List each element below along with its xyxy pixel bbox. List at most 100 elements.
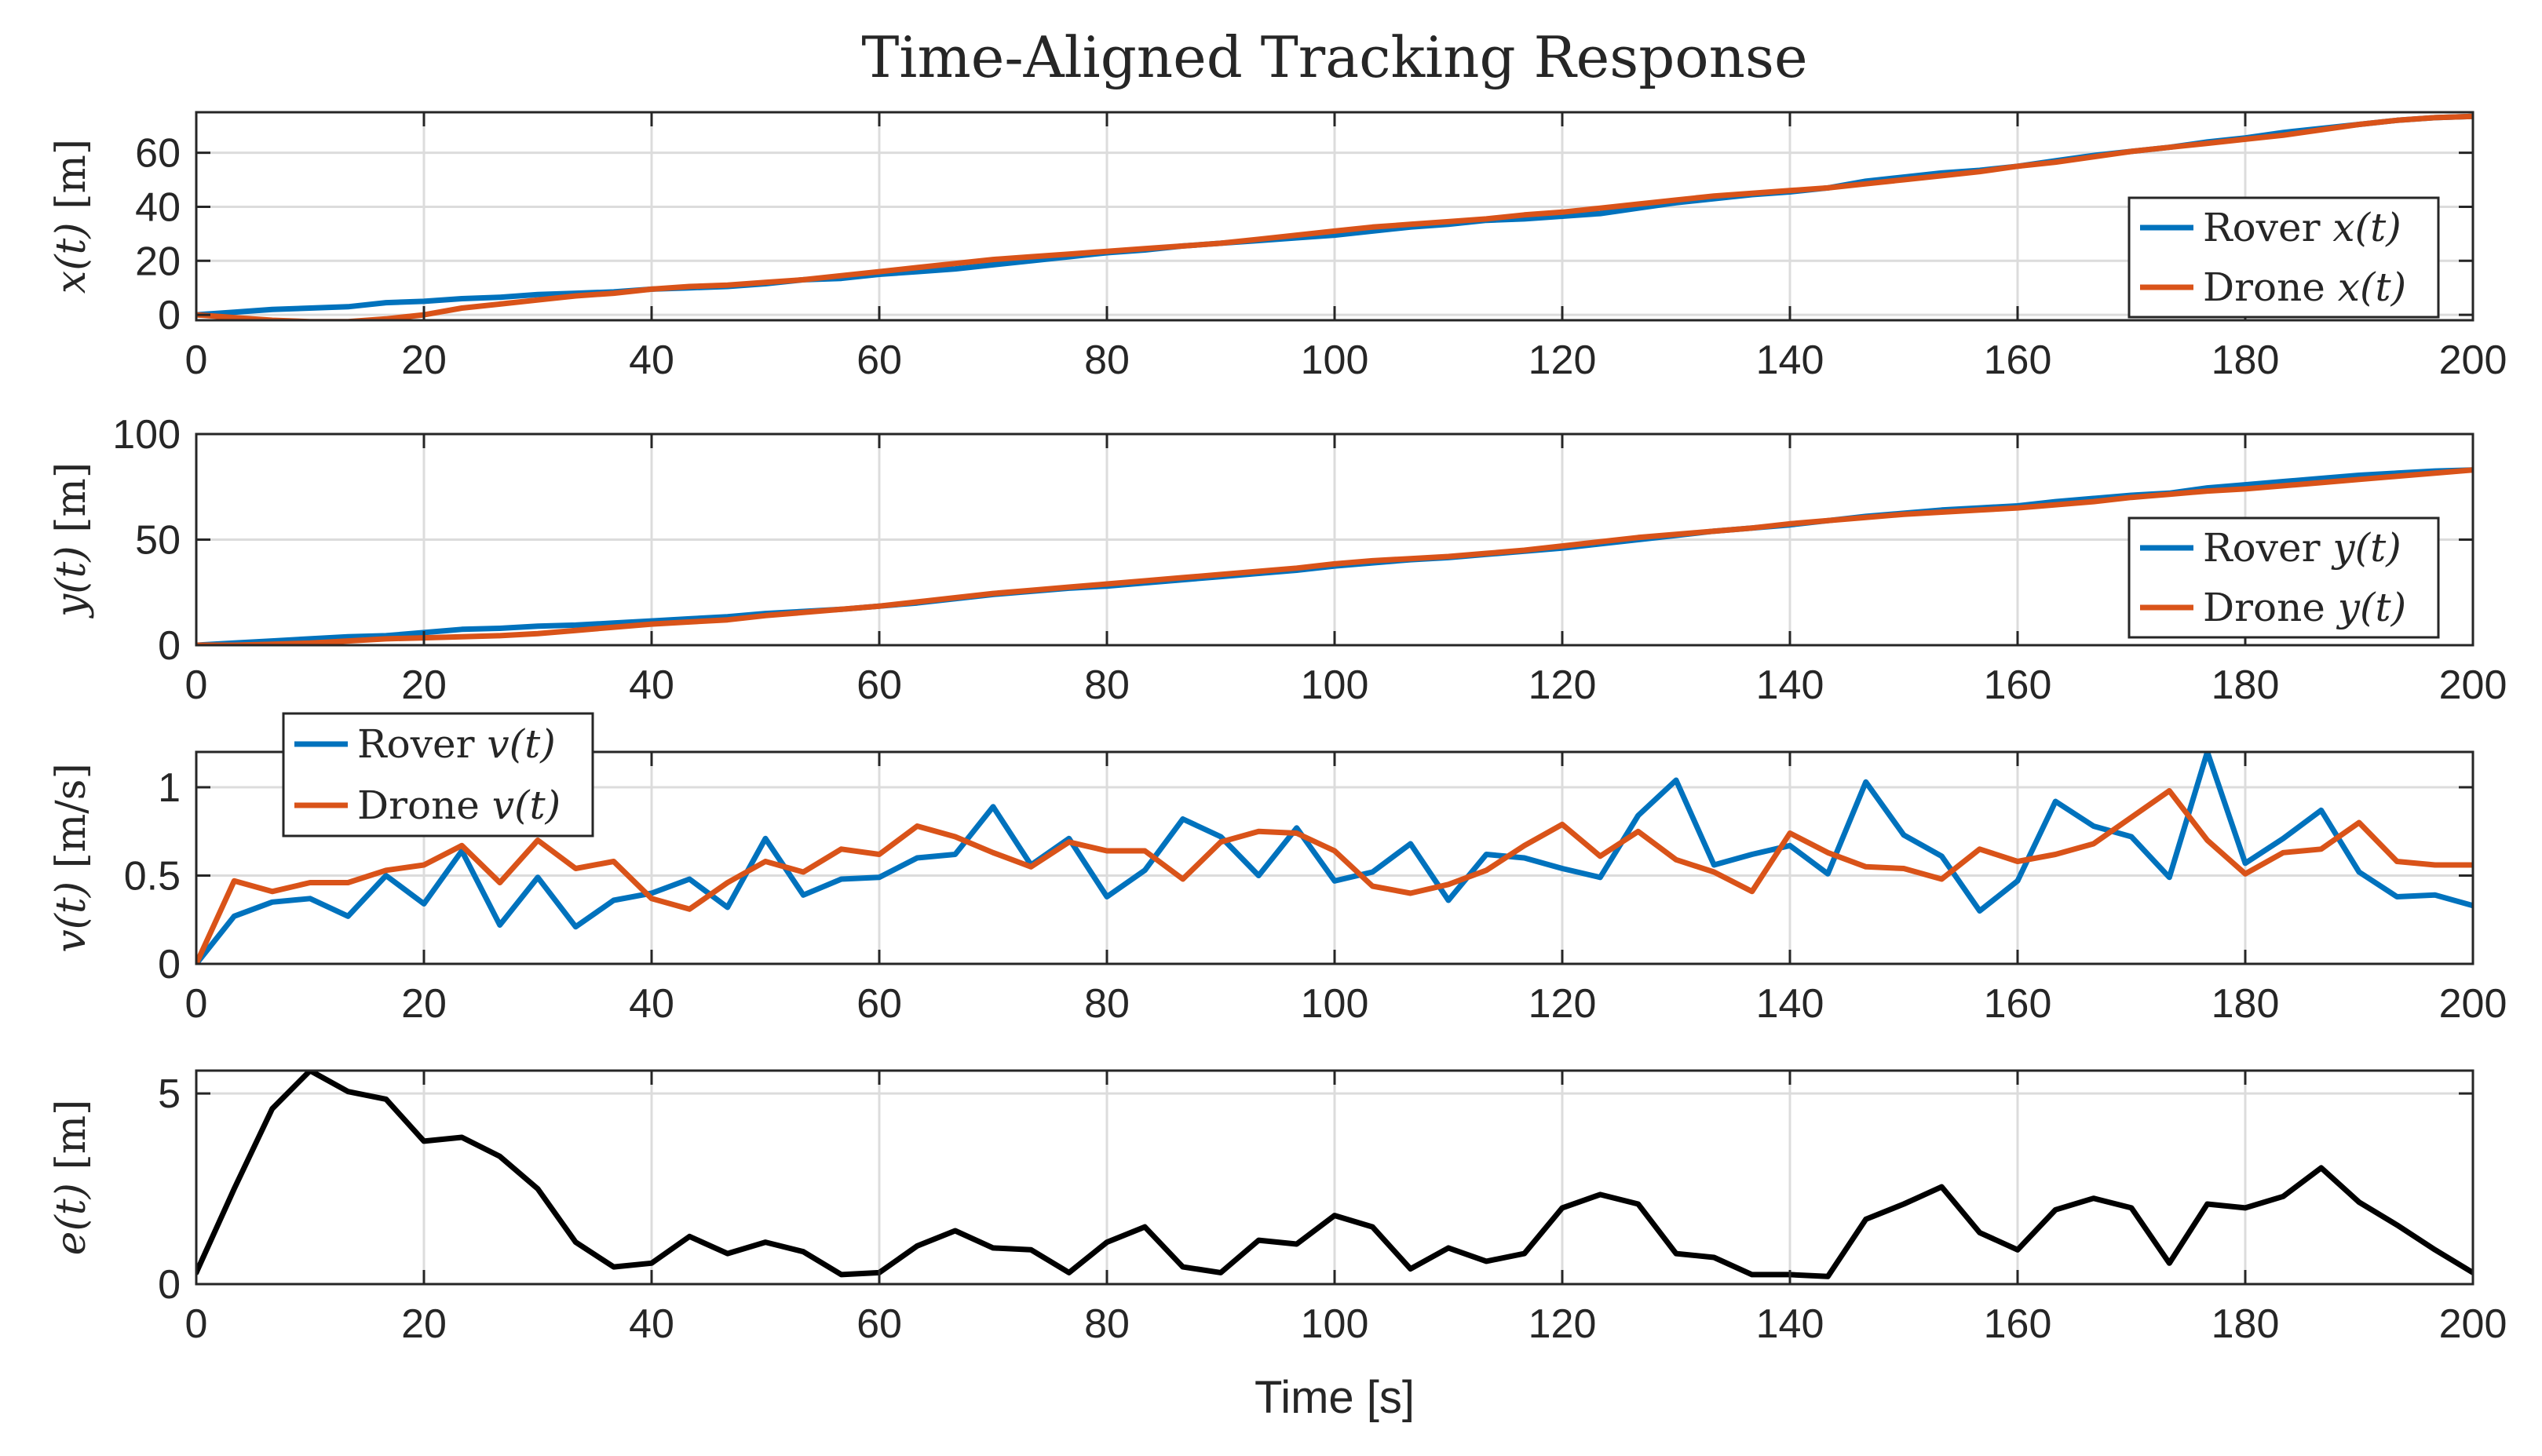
series-line-drone [196,467,2473,645]
y-tick-label: 0 [158,942,181,987]
x-tick-label: 200 [2439,338,2507,383]
x-tick-label: 180 [2211,981,2280,1027]
y-tick-label: 0 [158,623,181,669]
x-tick-label: 100 [1301,662,1369,708]
y-axis-label-variable: x(t) [48,222,95,294]
x-tick-label: 40 [629,662,674,708]
legend-label-name: Drone [2203,265,2338,310]
legend-label: Drone y(t) [2203,585,2406,630]
x-tick-label: 140 [1756,981,1824,1027]
y-tick-label: 40 [135,184,181,230]
series-line-drone [196,788,2473,964]
x-tick-label: 40 [629,1301,674,1347]
y-tick-label: 1 [158,765,181,811]
x-tick-label: 160 [1984,662,2052,708]
x-tick-label: 160 [1984,338,2052,383]
series-line-drone [196,113,2473,320]
legend-label-variable: x(t) [2338,265,2406,310]
y-tick-label: 5 [158,1071,181,1117]
y-axis-label-unit: [m] [48,462,95,546]
y-axis-label: x(t) [m] [48,139,95,294]
legend-label-name: Rover [357,721,487,767]
x-tick-label: 200 [2439,1301,2507,1347]
y-tick-label: 0 [158,293,181,338]
x-tick-label: 20 [401,662,447,708]
y-axis-label-unit: [m/s] [48,763,95,881]
x-tick-label: 20 [401,1301,447,1347]
legend-label-name: Drone [357,783,492,828]
figure-title: Time-Aligned Tracking Response [861,24,1807,90]
x-tick-label: 200 [2439,981,2507,1027]
y-axis-label-variable: e(t) [48,1183,95,1255]
legend-box [2127,516,2440,639]
legend-box [282,712,594,837]
x-tick-label: 100 [1301,338,1369,383]
subplot-1: 0 20 40 60 80 100 120 140 160 180 200 0 20 40 60 x(t) [… [48,111,2507,383]
x-tick-label: 100 [1301,1301,1369,1347]
x-tick-label: 100 [1301,981,1369,1027]
x-tick-label: 160 [1984,981,2052,1027]
y-tick-label: 0.5 [124,854,181,900]
x-tick-label: 60 [856,662,902,708]
y-axis-label-unit: [m] [48,139,95,222]
x-tick-label: 40 [629,338,674,383]
legend-label: Drone x(t) [2203,265,2406,310]
x-tick-label: 0 [185,1301,208,1347]
x-tick-label: 180 [2211,662,2280,708]
y-axis-label: y(t) [m] [48,462,95,619]
x-tick-label: 200 [2439,662,2507,708]
x-tick-label: 0 [185,338,208,383]
x-tick-label: 40 [629,981,674,1027]
y-axis-label: v(t) [m/s] [48,763,95,952]
x-tick-label: 120 [1528,981,1597,1027]
legend-label-variable: v(t) [487,721,555,767]
y-axis-label: e(t) [m] [48,1100,95,1256]
subplot-4: 0 20 40 60 80 100 120 140 160 180 200 0 5 e(t) [m] [48,1069,2507,1347]
legend: Rover x(t)Drone x(t) [2127,196,2440,319]
legend-label: Rover y(t) [2203,525,2401,571]
legend-label-variable: v(t) [492,783,561,828]
subplot-3: 0 20 40 60 80 100 120 140 160 180 200 0 0.5 1 v(t) [m/… [48,712,2507,1027]
legend-label-variable: y(t) [2336,585,2406,630]
x-tick-label: 140 [1756,338,1824,383]
x-tick-label: 140 [1756,1301,1824,1347]
x-tick-label: 0 [185,662,208,708]
x-axis-label: Time [s] [1255,1372,1415,1423]
x-tick-label: 60 [856,981,902,1027]
x-tick-label: 160 [1984,1301,2052,1347]
grid [196,434,2473,645]
x-tick-label: 180 [2211,338,2280,383]
x-tick-label: 20 [401,981,447,1027]
x-tick-label: 20 [401,338,447,383]
y-tick-label: 100 [112,412,181,458]
legend: Rover y(t) Drone y(t) [2127,516,2440,639]
legend-label-name: Drone [2203,585,2338,630]
x-tick-label: 60 [856,338,902,383]
y-tick-label: 50 [135,518,181,564]
x-tick-label: 80 [1084,662,1130,708]
x-tick-label: 120 [1528,1301,1597,1347]
x-tick-label: 180 [2211,1301,2280,1347]
legend: Rover v(t)Drone v(t) [282,712,594,837]
y-axis-label-variable: v(t) [48,881,95,953]
x-tick-label: 120 [1528,662,1597,708]
legend-box [2127,196,2440,319]
legend-label: Rover x(t) [2203,205,2401,250]
y-tick-label: 0 [158,1262,181,1308]
y-axis-label-unit: [m] [48,1100,95,1183]
x-tick-label: 0 [185,981,208,1027]
y-axis-label-variable: y(t) [48,546,95,619]
legend-label: Drone v(t) [357,783,561,828]
y-tick-label: 20 [135,239,181,284]
x-tick-label: 80 [1084,1301,1130,1347]
x-tick-label: 80 [1084,338,1130,383]
series-line-rover [196,752,2473,964]
legend-label-variable: y(t) [2331,525,2401,571]
legend-label: Rover v(t) [357,721,556,767]
subplot-2: 0 20 40 60 80 100 120 140 160 180 200 0 50 100 y(t) [m… [48,412,2507,708]
x-tick-label: 60 [856,1301,902,1347]
legend-label-name: Rover [2203,205,2332,250]
y-tick-label: 60 [135,131,181,177]
